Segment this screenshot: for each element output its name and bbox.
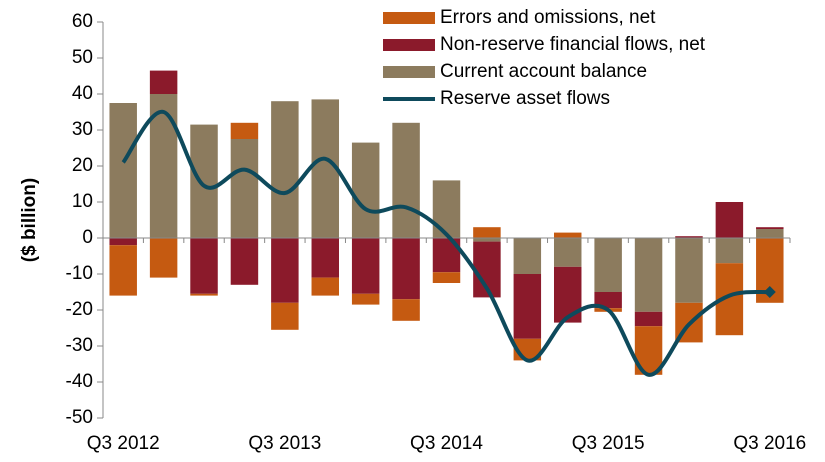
bar-segment bbox=[230, 139, 259, 238]
legend-label: Reserve asset flows bbox=[440, 88, 610, 109]
y-tick-label: 40 bbox=[72, 83, 93, 104]
bar-segment bbox=[351, 293, 380, 305]
y-axis-label: ($ billion) bbox=[19, 178, 40, 262]
bar-segment bbox=[230, 122, 259, 139]
bar-segment bbox=[271, 238, 299, 303]
legend-swatch bbox=[383, 39, 435, 51]
legend-swatch bbox=[383, 12, 435, 24]
x-tick-label: Q3 2014 bbox=[410, 433, 483, 454]
bar-segment bbox=[553, 266, 582, 323]
bar-segment bbox=[473, 238, 501, 242]
bar-segment bbox=[513, 274, 542, 339]
y-tick-label: 10 bbox=[72, 191, 93, 212]
bar-segment bbox=[190, 238, 218, 294]
legend-label: Errors and omissions, net bbox=[440, 7, 656, 28]
bar-segment bbox=[675, 238, 703, 303]
bar-segment bbox=[190, 293, 218, 296]
line bbox=[121, 109, 770, 377]
bar-segment bbox=[149, 94, 178, 238]
y-tick-label: -20 bbox=[66, 299, 93, 320]
y-tick-label: 50 bbox=[72, 47, 93, 68]
bar-segment bbox=[553, 238, 582, 267]
bar-segment bbox=[715, 202, 744, 238]
bar-segment bbox=[311, 277, 340, 296]
bar-segment bbox=[351, 238, 380, 294]
bar-segment bbox=[756, 229, 784, 238]
bar-segment bbox=[311, 238, 340, 278]
y-tick-label: 20 bbox=[72, 155, 93, 176]
bar-segment bbox=[634, 311, 663, 327]
bar-segment bbox=[230, 238, 259, 285]
bar-segment bbox=[271, 101, 299, 238]
y-tick-label: 0 bbox=[82, 227, 93, 248]
bar-segment bbox=[271, 302, 299, 330]
y-tick-label: -10 bbox=[66, 263, 93, 284]
x-tick-label: Q3 2015 bbox=[572, 433, 645, 454]
bar-segment bbox=[715, 238, 744, 264]
bar-segment bbox=[109, 238, 137, 246]
x-tick-label: Q3 2016 bbox=[733, 433, 806, 454]
bar-segment bbox=[109, 103, 137, 238]
bar-segment bbox=[190, 124, 218, 238]
bar-segment bbox=[594, 292, 622, 309]
bar-segment bbox=[594, 238, 622, 292]
bar-segment bbox=[109, 245, 137, 296]
bar-segment bbox=[149, 70, 178, 94]
line-marker bbox=[763, 286, 776, 298]
legend-swatch bbox=[383, 66, 435, 78]
bar-segment bbox=[149, 238, 178, 278]
y-tick-label: -40 bbox=[66, 371, 93, 392]
bar-segment bbox=[432, 180, 461, 238]
y-tick-label: -30 bbox=[66, 335, 93, 356]
bar-segment bbox=[392, 122, 420, 238]
x-tick-label: Q3 2013 bbox=[248, 433, 321, 454]
bar-segment bbox=[756, 227, 784, 229]
bar-segment bbox=[553, 232, 582, 238]
bar-segment bbox=[473, 227, 501, 238]
bar-segment bbox=[634, 238, 663, 312]
y-tick-label: 30 bbox=[72, 119, 93, 140]
bar-segment bbox=[513, 238, 542, 274]
legend-label: Current account balance bbox=[440, 61, 647, 82]
y-tick-label: 60 bbox=[72, 11, 93, 32]
bar-segment bbox=[392, 299, 420, 321]
legend-label: Non-reserve financial flows, net bbox=[440, 34, 706, 55]
bar-segment bbox=[432, 272, 461, 283]
y-tick-label: -50 bbox=[66, 407, 93, 428]
bar-segment bbox=[392, 238, 420, 300]
bar-segment bbox=[351, 142, 380, 238]
bar-segment bbox=[675, 236, 703, 238]
x-tick-label: Q3 2012 bbox=[87, 433, 160, 454]
